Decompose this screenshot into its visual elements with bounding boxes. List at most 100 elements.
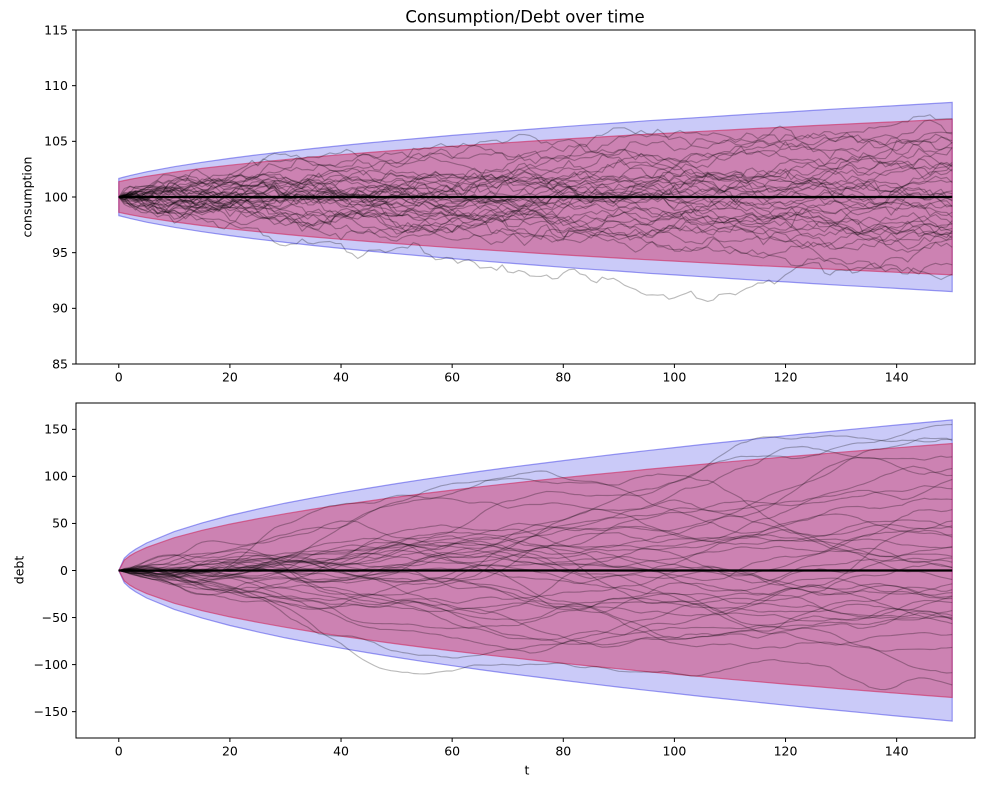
sample-path — [118, 535, 953, 619]
sample-path — [118, 185, 953, 230]
x-tick-label: 60 — [444, 370, 460, 385]
debt-axis-label: debt — [11, 555, 27, 585]
x-axis-label: t — [524, 762, 530, 778]
sample-path — [118, 529, 953, 606]
sample-path — [118, 178, 953, 236]
sample-path — [118, 160, 953, 205]
sample-path — [118, 465, 953, 584]
y-tick-label: 90 — [52, 301, 68, 316]
sample-path — [118, 569, 953, 646]
sample-path — [118, 533, 953, 594]
sample-path — [118, 494, 953, 581]
sample-path — [118, 434, 953, 573]
sample-path — [118, 194, 953, 250]
sample-path — [118, 537, 953, 617]
sample-path — [118, 485, 953, 578]
x-tick-label: 0 — [115, 370, 123, 385]
x-tick-label: 80 — [555, 744, 571, 759]
sample-path — [118, 569, 953, 641]
sample-path — [118, 168, 953, 210]
sample-path — [118, 554, 953, 631]
sample-path — [118, 569, 953, 691]
x-tick-label: 20 — [222, 744, 238, 759]
sample-path — [118, 520, 953, 588]
sample-path — [118, 190, 953, 256]
sample-path — [118, 190, 953, 246]
y-tick-label: 100 — [44, 469, 68, 484]
sample-path — [118, 187, 953, 234]
sample-path — [118, 559, 953, 622]
sample-path — [118, 567, 953, 640]
sample-path — [118, 127, 953, 198]
sample-path — [118, 531, 953, 611]
sample-path — [118, 470, 953, 577]
sample-path — [118, 522, 953, 578]
sample-path — [118, 189, 953, 234]
sample-path — [118, 509, 953, 580]
sample-path — [118, 455, 953, 580]
sample-path — [118, 559, 953, 615]
sample-path — [118, 196, 953, 268]
y-tick-label: 115 — [44, 22, 68, 37]
x-tick-label: 60 — [444, 744, 460, 759]
subplot-consumption: 0 20 40 60 80 100 120 140 85 90 95 100 105 110 115 — [44, 22, 976, 385]
sample-path — [118, 177, 953, 223]
y-tick-label: 50 — [52, 516, 68, 531]
x-tick-label: 140 — [885, 744, 909, 759]
sample-path — [118, 424, 953, 574]
sample-path — [118, 542, 953, 596]
y-tick-label: 0 — [60, 563, 68, 578]
y-tick-label: 85 — [52, 356, 68, 371]
sample-path — [118, 156, 953, 201]
x-tick-label: 80 — [555, 370, 571, 385]
sample-path — [118, 176, 953, 210]
sample-path — [118, 186, 953, 251]
y-tick-label: 95 — [52, 245, 68, 260]
sample-path — [118, 131, 953, 198]
sample-path — [118, 149, 953, 210]
x-tick-label: 40 — [333, 370, 349, 385]
x-tick-label: 120 — [774, 370, 798, 385]
sample-path — [118, 179, 953, 227]
y-tick-label: 100 — [44, 189, 68, 204]
sample-path — [118, 569, 953, 621]
sample-path — [118, 569, 953, 645]
sample-path — [118, 568, 953, 652]
sample-path — [118, 168, 953, 253]
sample-path — [118, 172, 953, 232]
sample-path — [118, 136, 953, 199]
sample-path — [118, 545, 953, 596]
x-tick-label: 0 — [115, 744, 123, 759]
sample-path — [118, 177, 953, 233]
sample-path — [118, 156, 953, 207]
sample-path — [118, 153, 953, 205]
y-tick-label: −50 — [42, 610, 68, 625]
sample-path — [118, 114, 953, 212]
sample-path — [118, 557, 953, 646]
sample-path — [118, 569, 953, 630]
sample-path — [118, 134, 953, 198]
sample-path — [118, 555, 953, 596]
sample-path — [118, 185, 953, 281]
sample-path — [118, 178, 953, 239]
x-tick-label: 20 — [222, 370, 238, 385]
sample-path — [118, 513, 953, 584]
x-tick-label: 140 — [885, 370, 909, 385]
consumption-axis-label: consumption — [19, 156, 35, 238]
sample-path — [118, 445, 953, 610]
subplot-debt: 0 20 40 60 80 100 120 140 −150 −100 −50 0 50 100 150 — [34, 402, 976, 759]
sample-path — [118, 147, 953, 242]
sample-path — [118, 196, 953, 244]
sample-path — [118, 196, 953, 302]
sample-path — [118, 520, 953, 579]
sample-path — [118, 147, 953, 203]
y-tick-label: 110 — [44, 78, 68, 93]
sample-path — [118, 563, 953, 659]
y-tick-label: −150 — [34, 704, 68, 719]
sample-path — [118, 478, 953, 574]
y-tick-label: 105 — [44, 134, 68, 149]
figure-title: Consumption/Debt over time — [405, 7, 645, 27]
y-tick-label: 150 — [44, 422, 68, 437]
sample-path — [118, 569, 953, 674]
sample-path — [118, 473, 953, 572]
